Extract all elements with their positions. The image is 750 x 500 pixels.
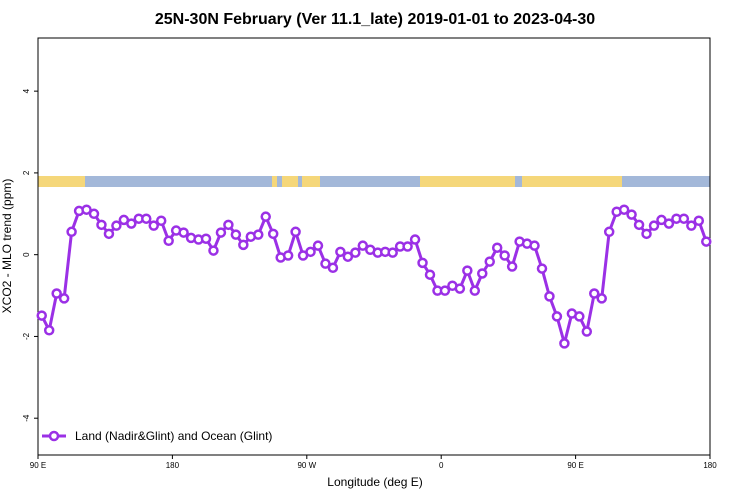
data-point <box>678 213 690 224</box>
data-point <box>282 250 294 261</box>
legend-marker <box>48 430 60 442</box>
data-point <box>51 288 62 299</box>
data-point <box>491 242 503 253</box>
data-point <box>387 247 398 258</box>
data-point <box>305 246 316 258</box>
data-point <box>648 220 660 231</box>
data-point <box>439 285 451 296</box>
data-point <box>200 233 212 244</box>
data-point <box>529 240 540 251</box>
data-point <box>327 262 339 274</box>
data-point <box>163 235 174 247</box>
data-point <box>66 226 77 238</box>
data-point <box>574 311 585 322</box>
data-point <box>424 269 436 280</box>
land-band <box>38 176 85 187</box>
data-point <box>223 219 234 231</box>
data-point <box>641 228 652 240</box>
data-point <box>111 220 122 231</box>
data-point <box>350 247 361 258</box>
data-point <box>663 218 675 229</box>
land-ocean-strip <box>38 176 710 187</box>
data-point <box>58 293 70 304</box>
data-point <box>589 288 600 299</box>
data-point <box>462 265 473 276</box>
data-point <box>454 283 466 294</box>
data-point <box>342 251 354 262</box>
x-tick-label: 90 E <box>30 461 46 470</box>
data-point <box>686 220 697 231</box>
y-tick-label: -4 <box>22 414 31 422</box>
x-tick-label: 90 W <box>297 461 316 470</box>
legend: Land (Nadir&Glint) and Ocean (Glint) <box>42 429 272 443</box>
data-point <box>477 268 488 279</box>
data-point <box>499 250 510 261</box>
y-tick-label: 2 <box>22 170 31 175</box>
land-band <box>282 176 298 187</box>
y-tick-label: -2 <box>22 332 31 340</box>
data-point <box>417 257 428 269</box>
legend-label: Land (Nadir&Glint) and Ocean (Glint) <box>75 429 272 443</box>
data-point <box>96 219 107 231</box>
data-point <box>155 215 167 226</box>
data-point <box>290 226 301 238</box>
data-point <box>559 338 570 349</box>
data-point <box>43 325 55 336</box>
data-point <box>208 245 219 256</box>
data-point <box>618 204 630 215</box>
data-point <box>603 226 615 238</box>
data-point <box>215 227 227 238</box>
data-point <box>103 228 115 240</box>
data-point <box>357 240 369 251</box>
data-point <box>230 229 242 240</box>
y-axis-label: XCO2 - MLO trend (ppm) <box>0 179 14 314</box>
plot-frame <box>37 37 711 456</box>
data-point <box>178 227 189 238</box>
data-point <box>312 240 324 251</box>
chart-title: 25N-30N February (Ver 11.1_late) 2019-01… <box>155 11 595 28</box>
data-point <box>701 236 712 247</box>
ocean-band <box>38 176 710 187</box>
data-point <box>238 239 249 251</box>
data-point <box>148 220 159 231</box>
land-band <box>522 176 622 187</box>
data-point <box>320 258 331 269</box>
land-band <box>302 176 320 187</box>
data-point <box>506 261 518 272</box>
data-point <box>581 326 593 337</box>
x-tick-label: 180 <box>703 461 717 470</box>
data-point <box>596 293 607 304</box>
data-point <box>260 211 271 222</box>
data-point <box>626 209 637 220</box>
data-point <box>335 246 346 258</box>
data-point <box>693 215 705 226</box>
data-point <box>409 234 421 245</box>
data-point <box>141 213 152 224</box>
data-point <box>402 241 413 252</box>
data-point <box>253 229 264 240</box>
data-point <box>36 310 47 321</box>
x-tick-label: 0 <box>439 461 444 470</box>
land-band <box>272 176 277 187</box>
data-point <box>536 263 548 274</box>
data-point <box>484 256 495 267</box>
x-tick-label: 180 <box>166 461 180 470</box>
x-axis-label: Longitude (deg E) <box>327 475 422 489</box>
data-point <box>88 208 100 220</box>
data-point <box>267 228 279 240</box>
data-point <box>633 219 645 231</box>
data-point <box>126 218 137 229</box>
data-point <box>81 204 92 215</box>
y-tick-label: 4 <box>22 88 31 93</box>
y-tick-label: 0 <box>22 252 31 257</box>
x-tick-label: 90 E <box>567 461 583 470</box>
data-point <box>544 291 555 302</box>
data-point <box>551 311 563 322</box>
land-band <box>420 176 515 187</box>
data-point <box>469 285 481 296</box>
